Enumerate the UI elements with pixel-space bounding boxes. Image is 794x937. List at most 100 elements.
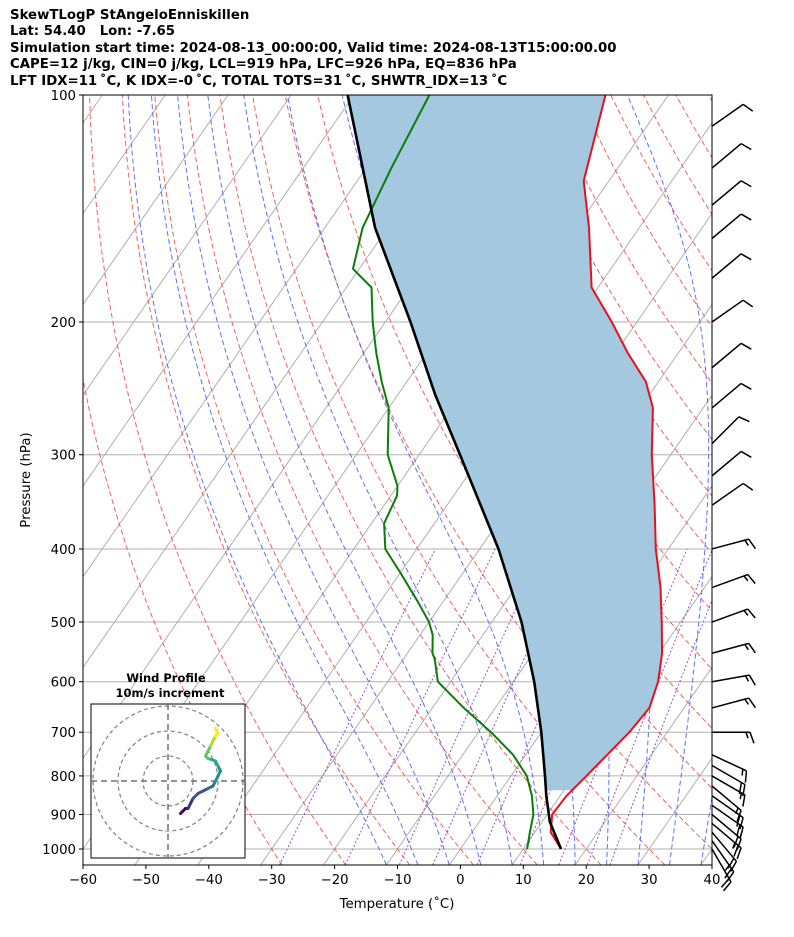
isotherm-line bbox=[700, 848, 712, 865]
wind-barb-flag bbox=[736, 838, 742, 851]
wind-barb-staff bbox=[711, 143, 742, 169]
dry-adiabat-line bbox=[83, 376, 283, 865]
x-axis-label: Temperature (˚C) bbox=[339, 895, 455, 912]
wind-barb-flag bbox=[722, 881, 732, 892]
dry-adiabat-line bbox=[512, 95, 712, 441]
isotherm-line bbox=[574, 666, 712, 865]
wind-barb-flag bbox=[742, 482, 754, 491]
isotherm-line bbox=[83, 95, 229, 306]
wind-barb-flag bbox=[729, 860, 738, 872]
chart-header: SkewTLogP StAngeloEnniskillen Lat: 54.40 … bbox=[10, 8, 617, 90]
wind-barb-flag bbox=[748, 697, 757, 709]
hodograph-inset: Wind Profile 10m/s increment bbox=[90, 671, 246, 859]
wind-barb-staff bbox=[711, 253, 742, 279]
wind-barb-staff bbox=[711, 848, 732, 883]
wind-barb bbox=[711, 697, 757, 709]
axes: −60 −50 −40 −30 −20 −10 0 10 20 30 40 1000 900 800 700… bbox=[42, 89, 720, 888]
cape-area bbox=[347, 95, 663, 791]
wind-barb-flag bbox=[740, 382, 752, 390]
wind-barb bbox=[711, 764, 746, 797]
wind-barb-flag bbox=[740, 142, 752, 151]
wind-barb-flag bbox=[736, 824, 741, 837]
x-tick-label: 10 bbox=[515, 873, 532, 888]
wind-barb bbox=[711, 142, 752, 169]
wind-barb-half-flag bbox=[743, 609, 749, 616]
wind-barb-staff bbox=[711, 103, 744, 127]
wind-barbs bbox=[711, 103, 757, 892]
wind-barb-staff bbox=[711, 822, 742, 849]
wind-barb bbox=[711, 831, 738, 872]
wind-barb-flag bbox=[727, 857, 735, 869]
wind-barb bbox=[711, 608, 756, 623]
wind-barb-staff bbox=[711, 482, 744, 506]
wind-barb bbox=[711, 253, 752, 279]
mixing-ratio-line bbox=[344, 548, 496, 865]
wind-barb-flag bbox=[742, 784, 746, 797]
wind-barb bbox=[711, 482, 754, 506]
wind-barb-half-flag bbox=[743, 575, 749, 582]
wind-barb-staff bbox=[711, 382, 742, 409]
wind-barb-flag bbox=[748, 674, 756, 686]
x-tick-label: −10 bbox=[383, 873, 411, 888]
dry-adiabat-line bbox=[708, 95, 712, 102]
y-tick-label: 500 bbox=[51, 616, 76, 631]
wind-barb-staff bbox=[711, 299, 744, 323]
dry-adiabat-line bbox=[89, 95, 347, 865]
y-tick-label: 100 bbox=[51, 89, 76, 104]
wind-barb-half-flag bbox=[744, 539, 749, 546]
dewpoint-line bbox=[352, 95, 535, 850]
wind-barb-staff bbox=[711, 342, 742, 369]
moist-adiabat-line bbox=[127, 95, 387, 865]
wind-barb-staff bbox=[711, 416, 740, 445]
x-tick-label: −50 bbox=[132, 873, 160, 888]
dry-adiabat-line bbox=[642, 95, 712, 216]
dry-adiabat-line bbox=[741, 95, 794, 865]
hodograph-title: Wind Profile bbox=[126, 671, 206, 685]
temperature-line bbox=[549, 95, 664, 850]
wind-barb-staff bbox=[711, 608, 748, 623]
isotherm-line bbox=[197, 122, 712, 865]
wind-barb-flag bbox=[740, 253, 752, 261]
wind-barb-flag bbox=[742, 103, 754, 112]
wind-barb-flag bbox=[740, 450, 752, 458]
x-tick-label: −60 bbox=[69, 873, 97, 888]
moist-adiabat-line bbox=[287, 95, 545, 865]
wind-barb-flag bbox=[740, 213, 752, 221]
wind-barb-half-flag bbox=[744, 675, 750, 682]
wind-barb-staff bbox=[711, 674, 750, 683]
moist-adiabat-line bbox=[700, 795, 712, 865]
wind-barb-staff bbox=[711, 213, 742, 240]
wind-barb-flag bbox=[747, 608, 756, 619]
wind-barb-flag bbox=[724, 868, 733, 879]
wind-barb-staff bbox=[711, 573, 748, 589]
wind-barb bbox=[711, 573, 756, 589]
mixing-ratio-line bbox=[398, 548, 545, 865]
wind-barb-flag bbox=[748, 642, 757, 654]
isotherm-line bbox=[637, 757, 712, 865]
y-tick-label: 200 bbox=[51, 316, 76, 331]
wind-barb-staff bbox=[711, 450, 742, 477]
wind-barb bbox=[711, 674, 756, 686]
wind-barb bbox=[711, 299, 754, 323]
mixing-ratio-line bbox=[279, 548, 436, 865]
dry-adiabat-line bbox=[675, 95, 712, 159]
wind-barb-flag bbox=[747, 574, 756, 584]
mixing-ratio-line bbox=[609, 598, 712, 865]
wind-barb-staff bbox=[711, 697, 749, 709]
profile-lines bbox=[346, 95, 664, 850]
mixing-ratio-line bbox=[432, 548, 575, 865]
isotherm-line bbox=[764, 95, 794, 865]
y-tick-label: 1000 bbox=[42, 843, 76, 858]
wind-barb-half-flag bbox=[744, 698, 749, 705]
wind-barb-flag bbox=[744, 770, 748, 783]
wind-barb bbox=[711, 342, 752, 369]
wind-barb bbox=[711, 754, 748, 783]
wind-barb bbox=[711, 382, 752, 409]
location-line: Lat: 54.40 Lon: -7.65 bbox=[10, 24, 176, 40]
moist-adiabat-line bbox=[177, 95, 450, 865]
wind-barb-half-flag bbox=[735, 807, 739, 815]
moist-adiabat-line bbox=[150, 95, 419, 865]
wind-barb-flag bbox=[749, 731, 755, 744]
x-tick-label: −40 bbox=[195, 873, 223, 888]
